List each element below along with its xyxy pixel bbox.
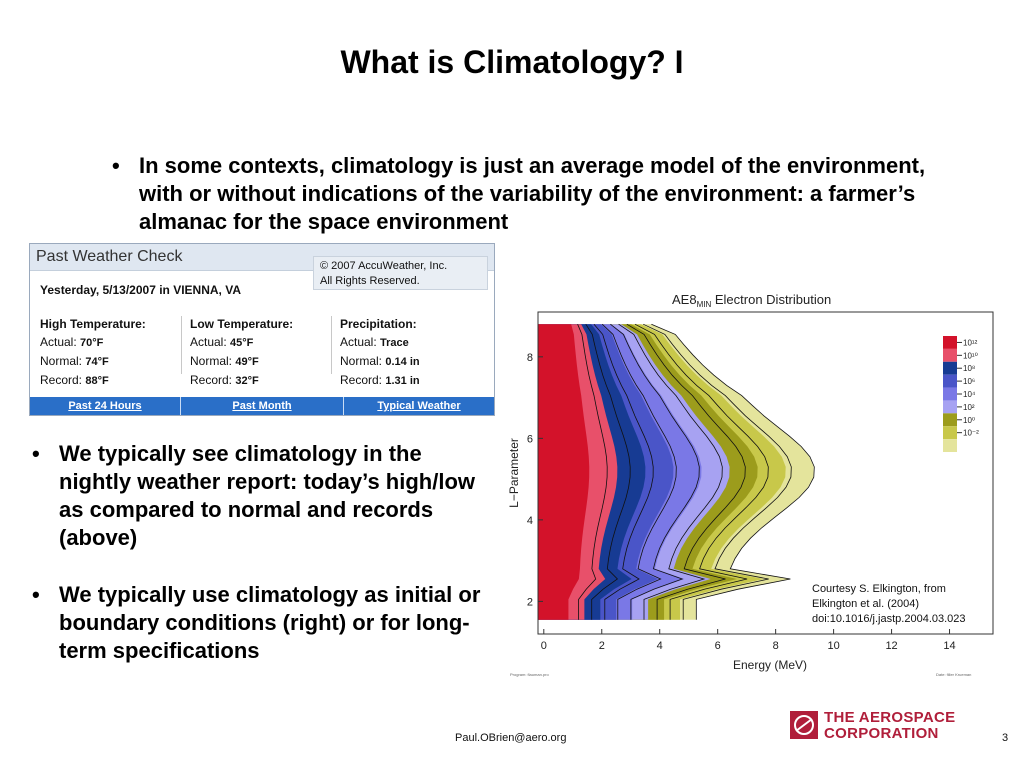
figure-title: AE8MIN Electron Distribution [672,292,831,309]
colorbar-label: 10¹⁰ [963,351,978,360]
copyright-line-2: All Rights Reserved. [320,275,420,287]
colorbar-swatch [943,413,957,427]
x-tick-label: 2 [599,640,605,652]
contour-line [610,323,700,620]
slide-title: What is Climatology? I [340,44,684,80]
contour-line [585,323,631,620]
x-tick-label: 4 [657,640,663,652]
plot-frame [537,311,994,635]
high-temperature-column: High Temperature: Actual: 70°F Normal: 7… [40,315,146,390]
colorbar-label: 10⁸ [963,364,975,373]
widget-title: Past Weather Check [36,248,183,265]
y-tick-labels: 2 4 6 8 [527,352,543,608]
contour-line [577,324,608,620]
row-normal: Normal: 74°F [40,354,109,368]
contour-line [618,323,723,620]
link-divider [343,397,344,415]
widget-link-bar: Past 24 Hours Past Month Typical Weather [30,397,494,415]
aerospace-logo-icon [790,711,818,739]
bullet-3: • We typically use climatology as initia… [32,581,492,665]
x-tick-label: 10 [827,640,839,652]
y-tick-label: 8 [527,352,533,364]
ae8-electron-distribution-figure: AE8MIN Electron Distribution 0 2 4 6 8 10 12 14… [507,292,994,677]
bullet-2-text: We typically see climatology in the nigh… [59,441,475,550]
credit-line-1: Courtesy S. Elkington, from [812,583,946,595]
bullet-3-text: We typically use climatology as initial … [59,582,481,663]
copyright-box: © 2007 AccuWeather, Inc. All Rights Rese… [313,256,488,290]
weather-date: Yesterday, 5/13/2007 in VIENNA, VA [40,283,241,297]
typical-weather-link[interactable]: Typical Weather [377,400,461,412]
colorbar-label: 10⁶ [963,377,975,386]
aerospace-logo-text: THE AEROSPACE CORPORATION [824,709,956,742]
page-number: 3 [1002,732,1009,744]
colorbar-swatch [943,348,957,362]
colorbar-label: 10¹² [963,338,978,347]
colorbar-label: 10² [963,403,975,412]
contour-line [601,323,677,620]
bullet-dot: • [32,441,40,466]
low-temperature-column: Low Temperature: Actual: 45°F Normal: 49… [190,315,293,390]
link-divider [180,397,181,415]
row-actual: Actual: 45°F [190,335,254,349]
colorbar-swatch [943,361,957,375]
x-tick-label: 8 [773,640,779,652]
bullet-dot: • [32,582,40,607]
y-axis-label: L−Parameter [507,438,521,508]
colorbar-swatch [943,400,957,414]
past-month-link[interactable]: Past Month [232,400,292,412]
row-normal: Normal: 49°F [190,354,259,368]
colorbar-swatch [943,336,957,349]
credit-line-3: doi:10.1016/j.jastp.2004.03.023 [812,613,966,625]
past-24-hours-link[interactable]: Past 24 Hours [68,400,142,412]
row-record: Record: 32°F [190,373,259,387]
y-tick-label: 4 [527,515,533,527]
bullet-1: • In some contexts, climatology is just … [112,152,932,236]
x-axis-label: Energy (MeV) [733,658,807,672]
contour-line [626,323,746,620]
colorbar-label: 10⁴ [963,390,976,399]
precipitation-column: Precipitation: Actual: Trace Normal: 0.1… [340,315,420,390]
row-actual: Actual: Trace [340,335,409,349]
contour-line [593,323,654,620]
row-actual: Actual: 70°F [40,335,104,349]
contour-plot-area [538,323,815,620]
footnote-right: Date: filler Krueman [936,672,971,677]
contour-line [634,323,769,620]
bullet-1-text: In some contexts, climatology is just an… [139,153,926,234]
row-record: Record: 88°F [40,373,109,387]
colorbar-legend: 10¹² 10¹⁰ 10⁸ 10⁶ 10⁴ 10² 10⁰ 10⁻² [943,336,979,452]
contour-line [651,323,815,620]
contour-band [538,324,590,620]
column-heading: Low Temperature: [190,317,294,331]
column-divider [181,316,182,374]
y-tick-label: 2 [527,596,533,608]
column-heading: High Temperature: [40,317,146,331]
colorbar-swatch [943,439,957,452]
bullet-2: • We typically see climatology in the ni… [32,440,492,552]
colorbar-label: 10⁻² [963,429,979,438]
figure-credit: Courtesy S. Elkington, from Elkington et… [812,582,966,627]
colorbar-swatch [943,426,957,440]
row-normal: Normal: 0.14 in [340,354,420,368]
x-tick-label: 12 [885,640,897,652]
colorbar-label: 10⁰ [963,416,975,425]
colorbar-swatch [943,387,957,401]
past-weather-widget: Past Weather Check © 2007 AccuWeather, I… [29,243,495,416]
contour-line [643,323,792,620]
column-divider [331,316,332,374]
x-tick-labels: 0 2 4 6 8 10 12 14 [541,629,956,652]
x-tick-label: 6 [715,640,721,652]
colorbar-swatch [943,374,957,388]
y-tick-label: 6 [527,433,533,445]
footnote-left: Program: flauman.pro [510,672,549,677]
credit-line-2: Elkington et al. (2004) [812,598,920,610]
column-heading: Precipitation: [340,317,417,331]
footer-email: Paul.OBrien@aero.org [455,732,567,744]
x-tick-label: 0 [541,640,547,652]
x-tick-label: 14 [943,640,955,652]
copyright-line-1: © 2007 AccuWeather, Inc. [320,260,448,272]
bullet-dot: • [112,153,120,178]
row-record: Record: 1.31 in [340,373,420,387]
